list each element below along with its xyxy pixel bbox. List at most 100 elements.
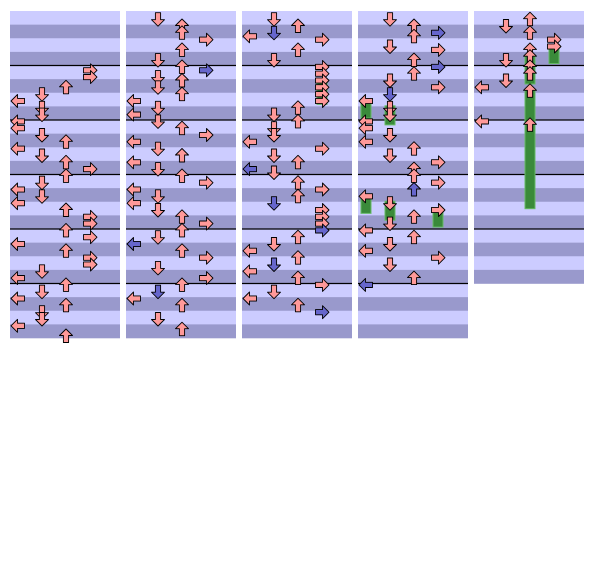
- note-up-arrow: [291, 250, 305, 265]
- down-arrow-icon: [151, 53, 165, 68]
- down-arrow-icon: [151, 230, 165, 245]
- chart-column-5: [474, 11, 584, 284]
- right-arrow-icon: [431, 175, 446, 190]
- note-up-arrow: [59, 79, 73, 95]
- note-up-arrow: [59, 277, 73, 292]
- beat-stripe: [10, 65, 120, 80]
- note-up-arrow: [175, 168, 189, 183]
- note-left-arrow: [126, 94, 141, 108]
- note-up-arrow: [523, 25, 537, 40]
- down-arrow-icon: [35, 175, 49, 191]
- note-down-arrow: [151, 114, 165, 129]
- note-down-arrow: [499, 19, 513, 34]
- down-arrow-icon: [151, 162, 165, 177]
- up-arrow-icon: [175, 321, 189, 337]
- up-arrow-icon: [175, 243, 189, 258]
- note-up-arrow: [291, 270, 305, 286]
- note-right-arrow: [83, 230, 98, 245]
- beat-stripe: [358, 242, 468, 257]
- beat-stripe: [358, 283, 468, 298]
- left-arrow-icon: [10, 237, 25, 251]
- chart-column-1: [10, 11, 120, 343]
- note-left-arrow: [242, 291, 257, 306]
- note-down-arrow: [267, 284, 281, 300]
- down-arrow-icon: [499, 73, 513, 88]
- left-arrow-icon: [10, 196, 25, 211]
- note-right-arrow: [431, 80, 446, 95]
- right-arrow-icon: [431, 203, 446, 217]
- note-right-arrow: [83, 70, 98, 85]
- note-up-arrow: [291, 297, 305, 313]
- note-right-arrow: [315, 94, 330, 108]
- note-down-arrow: [35, 128, 49, 143]
- left-arrow-icon: [358, 189, 373, 204]
- note-right-arrow: [431, 42, 446, 57]
- note-up-arrow: [59, 222, 73, 238]
- down-arrow-icon: [151, 100, 165, 116]
- beat-stripe: [358, 120, 468, 134]
- up-arrow-icon: [407, 141, 421, 156]
- note-right-arrow: [83, 162, 98, 177]
- note-up-arrow: [407, 229, 421, 245]
- note-down-arrow: [151, 203, 165, 218]
- note-right-arrow: [199, 63, 214, 78]
- note-down-arrow: [35, 312, 49, 327]
- note-left-arrow: [10, 291, 25, 306]
- note-up-arrow: [59, 202, 73, 217]
- right-arrow-icon: [315, 141, 330, 156]
- note-down-arrow: [267, 165, 281, 180]
- note-down-arrow: [35, 148, 49, 163]
- beat-stripe: [10, 310, 120, 325]
- note-left-arrow: [242, 29, 257, 44]
- note-left-arrow: [10, 141, 25, 156]
- up-arrow-icon: [175, 42, 189, 57]
- note-down-arrow: [151, 141, 165, 157]
- up-arrow-icon: [407, 229, 421, 245]
- note-up-arrow: [175, 120, 189, 136]
- up-arrow-icon: [59, 202, 73, 217]
- note-left-arrow: [10, 196, 25, 211]
- note-left-arrow: [242, 243, 257, 258]
- left-arrow-icon: [358, 94, 373, 108]
- right-arrow-icon: [315, 277, 330, 292]
- beat-stripe: [10, 120, 120, 134]
- note-up-arrow: [407, 66, 421, 81]
- right-arrow-icon: [431, 250, 446, 265]
- down-arrow-icon: [383, 148, 397, 163]
- right-arrow-icon: [83, 230, 98, 245]
- beat-stripe: [10, 38, 120, 53]
- note-down-arrow: [383, 257, 397, 272]
- left-arrow-icon: [126, 134, 141, 149]
- down-arrow-icon: [151, 312, 165, 327]
- beat-stripe: [474, 256, 584, 271]
- note-down-arrow: [267, 257, 281, 272]
- right-arrow-icon: [199, 32, 214, 47]
- up-arrow-icon: [523, 117, 537, 132]
- beat-stripe: [242, 79, 352, 94]
- beat-stripe: [242, 133, 352, 148]
- beat-stripe: [358, 324, 468, 339]
- left-arrow-icon: [242, 29, 257, 44]
- note-right-arrow: [199, 271, 214, 286]
- note-left-arrow: [10, 271, 25, 286]
- down-arrow-icon: [35, 189, 49, 204]
- up-arrow-icon: [175, 297, 189, 313]
- note-down-arrow: [383, 216, 397, 232]
- note-left-arrow: [126, 291, 141, 306]
- note-up-arrow: [175, 321, 189, 337]
- left-arrow-icon: [242, 243, 257, 258]
- note-right-arrow: [315, 223, 330, 238]
- down-arrow-icon: [383, 128, 397, 143]
- note-down-arrow: [383, 107, 397, 123]
- right-arrow-icon: [199, 216, 214, 231]
- note-right-arrow: [83, 216, 98, 231]
- note-left-arrow: [474, 114, 489, 129]
- note-down-arrow: [35, 284, 49, 300]
- note-down-arrow: [383, 87, 397, 102]
- right-arrow-icon: [83, 257, 98, 272]
- note-right-arrow: [315, 32, 330, 47]
- left-arrow-icon: [242, 162, 257, 177]
- right-arrow-icon: [431, 155, 446, 170]
- note-left-arrow: [242, 264, 257, 279]
- note-down-arrow: [151, 312, 165, 327]
